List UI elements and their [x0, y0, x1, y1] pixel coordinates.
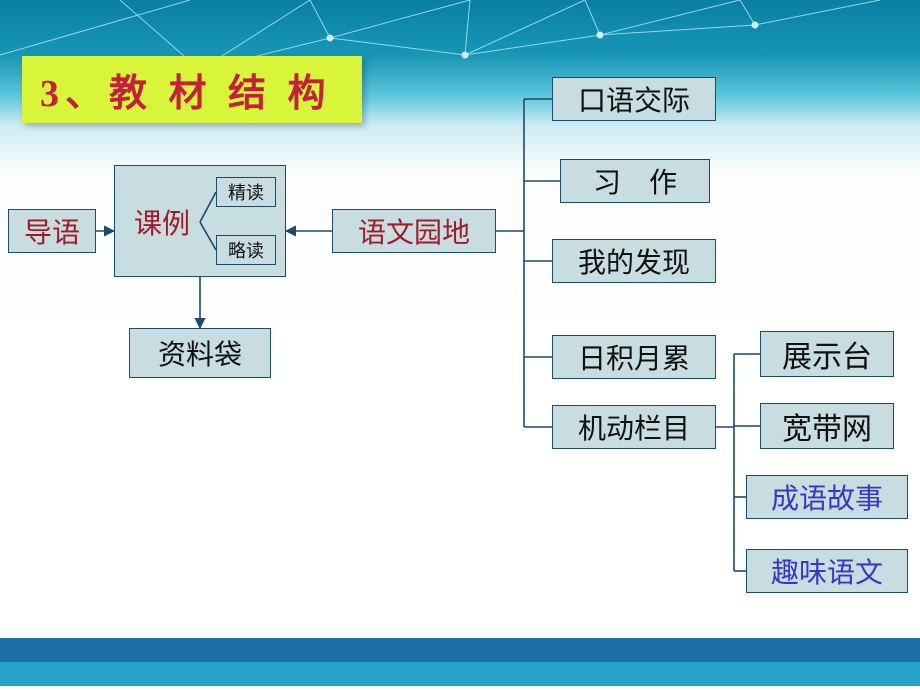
node-label: 资料袋: [158, 333, 242, 373]
node-label: 机动栏目: [578, 407, 690, 447]
node-label: 宽带网: [782, 404, 872, 448]
node-luedu: 略读: [216, 235, 276, 265]
node-chengyu: 成语故事: [746, 475, 908, 519]
node-label: 语文园地: [358, 211, 470, 251]
node-label: 精读: [228, 179, 264, 205]
node-label: 趣味语文: [771, 551, 883, 591]
node-jingdu: 精读: [216, 177, 276, 207]
node-label: 口语交际: [578, 79, 690, 119]
bottom-bar: [0, 662, 920, 686]
node-label: 成语故事: [771, 477, 883, 517]
node-label: 略读: [228, 237, 264, 263]
node-yuwen: 语文园地: [332, 209, 496, 253]
node-label: 习 作: [593, 161, 677, 201]
node-daoyu: 导语: [8, 209, 96, 253]
slide-title-text: 3、教 材 结 构: [40, 73, 332, 115]
node-label: 日积月累: [578, 337, 690, 377]
bottom-bar: [0, 638, 920, 662]
node-label: 课例: [134, 202, 190, 242]
node-xizuo: 习 作: [560, 159, 710, 203]
node-label: 我的发现: [578, 241, 690, 281]
node-wode: 我的发现: [552, 239, 716, 283]
node-zhanshi: 展示台: [760, 331, 894, 377]
node-label: 展示台: [782, 332, 872, 376]
node-jidong: 机动栏目: [552, 405, 716, 449]
node-kuandai: 宽带网: [760, 403, 894, 449]
node-riji: 日积月累: [552, 335, 716, 379]
node-quwei: 趣味语文: [746, 549, 908, 593]
node-keli: 课例: [126, 199, 198, 245]
node-ziliao: 资料袋: [129, 328, 271, 378]
slide-title: 3、教 材 结 构: [22, 56, 362, 123]
node-kouyu: 口语交际: [552, 77, 716, 121]
node-label: 导语: [24, 211, 80, 251]
